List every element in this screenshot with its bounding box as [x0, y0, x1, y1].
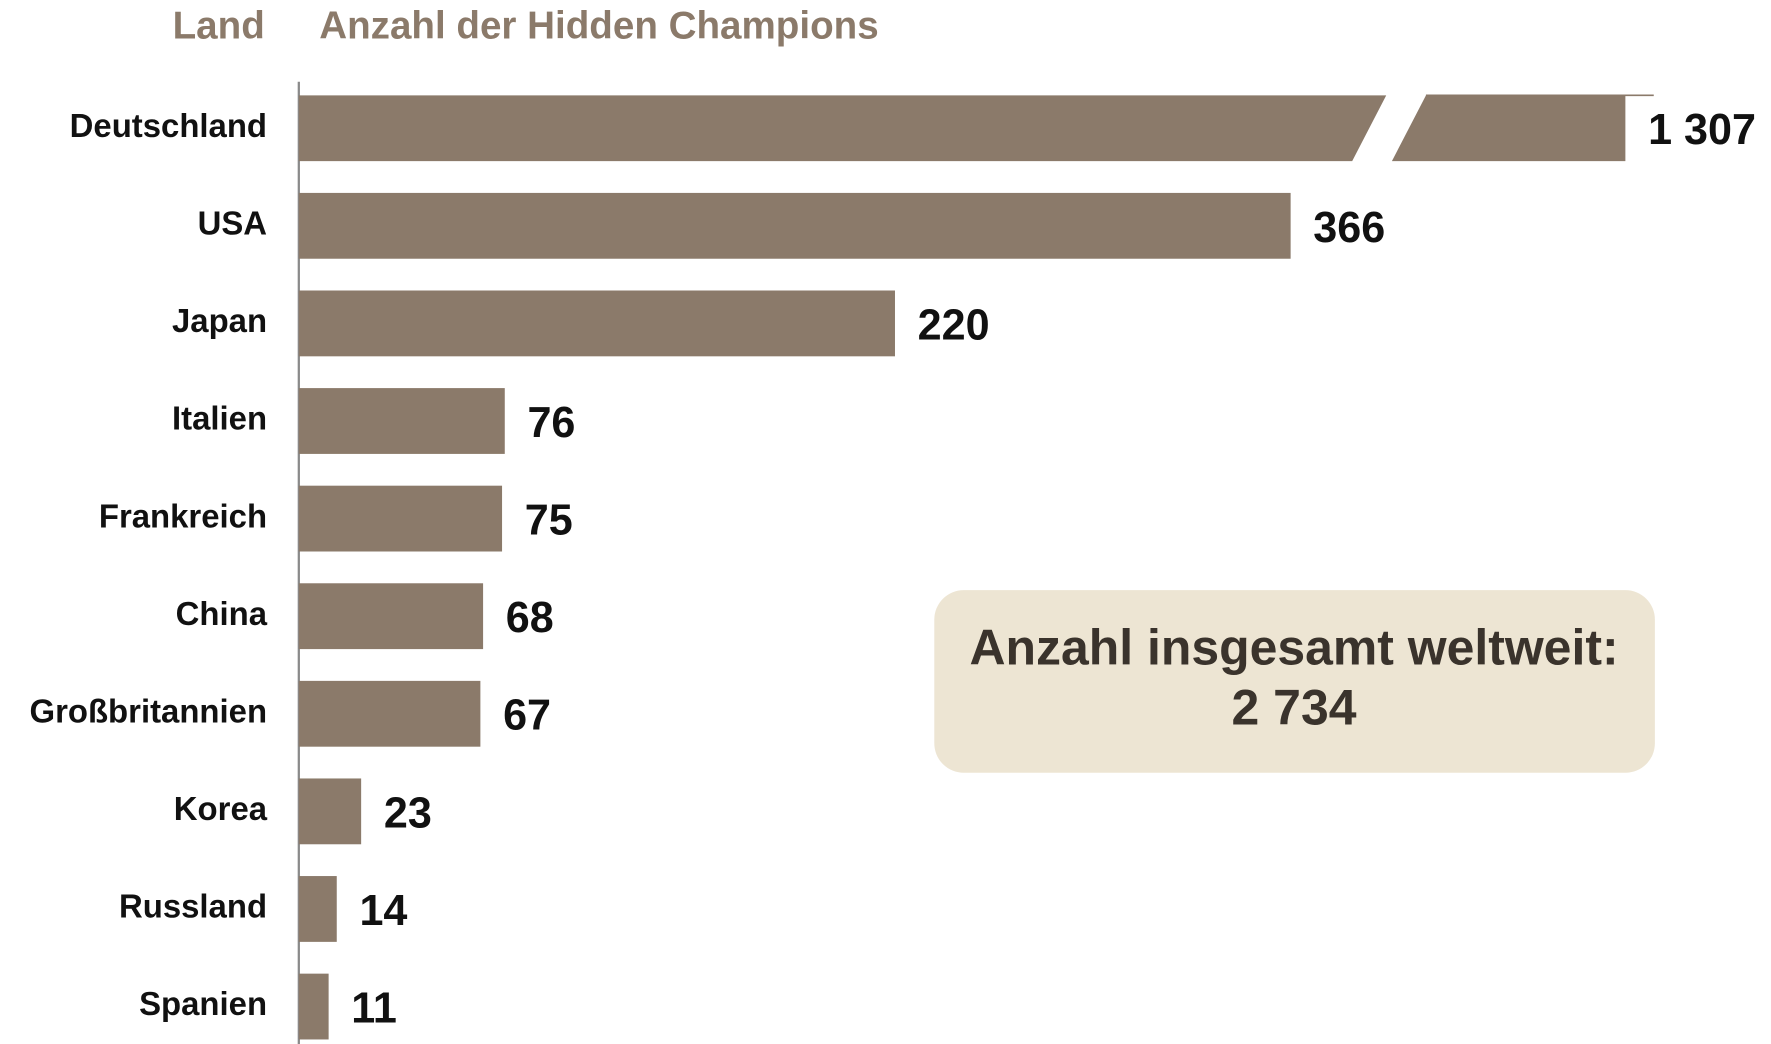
value-label: 68 — [506, 594, 554, 642]
bar — [298, 583, 484, 650]
bar — [298, 290, 895, 357]
value-label: 14 — [359, 887, 407, 935]
y-axis-label: Land — [173, 5, 265, 48]
y-tick-label: Italien — [172, 400, 267, 437]
y-tick-label: Korea — [174, 790, 268, 827]
value-label: 11 — [351, 984, 397, 1032]
value-label: 67 — [503, 692, 551, 740]
y-tick-label: Spanien — [139, 985, 267, 1022]
annotation-box — [934, 590, 1655, 773]
value-label: 76 — [527, 399, 575, 447]
value-label: 1 307 — [1648, 106, 1756, 154]
value-label: 220 — [918, 301, 990, 349]
bar — [298, 95, 1626, 162]
value-label: 366 — [1313, 204, 1385, 252]
bar — [298, 388, 505, 454]
bar — [298, 192, 1291, 259]
y-tick-label: Russland — [119, 888, 267, 925]
y-tick-label: China — [176, 595, 268, 632]
annotation-value: 2 734 — [1232, 680, 1357, 736]
bar — [298, 485, 503, 552]
bar — [298, 680, 481, 747]
y-tick-label: Japan — [172, 302, 267, 339]
y-tick-label: Deutschland — [70, 107, 267, 144]
y-tick-label: USA — [198, 205, 267, 242]
annotation-text: Anzahl insgesamt weltweit: — [969, 620, 1618, 676]
value-label: 23 — [384, 789, 432, 837]
bar — [298, 973, 329, 1040]
bar — [298, 778, 362, 845]
y-tick-label: Frankreich — [99, 497, 267, 534]
bar — [298, 876, 337, 942]
y-tick-label: Großbritannien — [29, 692, 267, 729]
x-axis-label: Anzahl der Hidden Champions — [319, 5, 878, 48]
value-label: 75 — [525, 497, 573, 545]
